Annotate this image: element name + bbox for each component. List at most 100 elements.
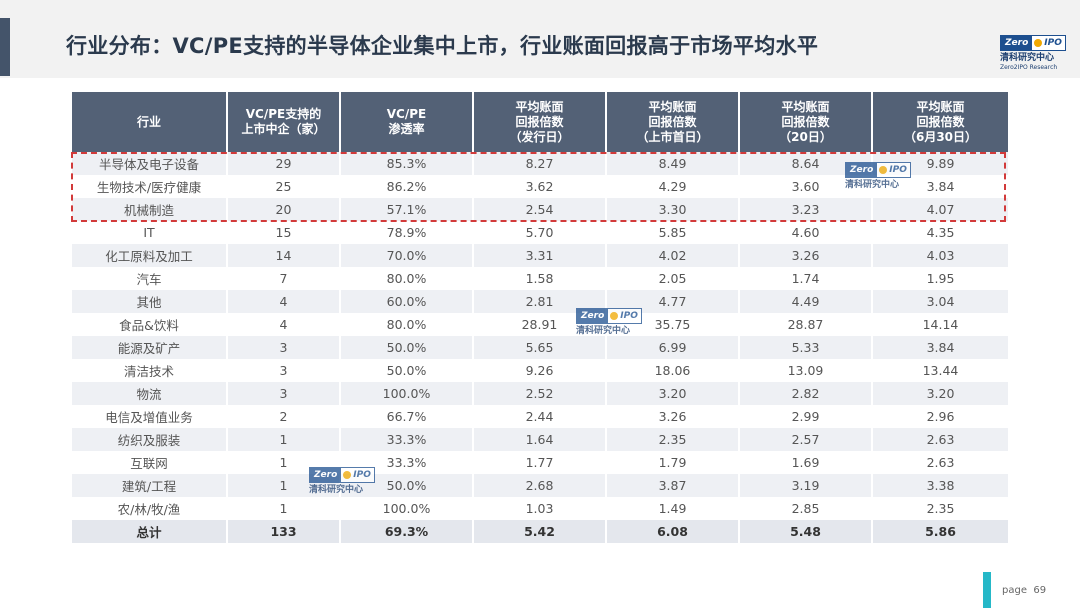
column-header: VC/PE支持的 上市中企（家） bbox=[227, 92, 341, 152]
header-band bbox=[0, 0, 1080, 78]
value-cell: 2.81 bbox=[473, 290, 607, 313]
value-cell: 78.9% bbox=[340, 221, 474, 244]
industry-cell: 建筑/工程 bbox=[72, 474, 228, 497]
page-label: page bbox=[1002, 585, 1027, 596]
table-row: 能源及矿产 3 50.0% 5.65 6.99 5.33 3.84 bbox=[72, 336, 1008, 359]
watermark-name-cn: 清科研究中心 bbox=[309, 485, 364, 495]
table-row: 机械制造 20 57.1% 2.54 3.30 3.23 4.07 bbox=[72, 198, 1008, 221]
value-cell: 4.60 bbox=[739, 221, 873, 244]
value-cell: 14 bbox=[227, 244, 341, 267]
column-header: 平均账面 回报倍数 （20日） bbox=[739, 92, 873, 152]
watermark-badge-left: Zero bbox=[577, 309, 609, 323]
value-cell: 3.84 bbox=[872, 175, 1008, 198]
table-row: 生物技术/医疗健康 25 86.2% 3.62 4.29 3.60 3.84 bbox=[72, 175, 1008, 198]
value-cell: 2.63 bbox=[872, 451, 1008, 474]
industry-cell: 汽车 bbox=[72, 267, 228, 290]
value-cell: 4.02 bbox=[606, 244, 740, 267]
total-row: 总计 133 69.3% 5.42 6.08 5.48 5.86 bbox=[72, 520, 1008, 543]
value-cell: 66.7% bbox=[340, 405, 474, 428]
value-cell: 57.1% bbox=[340, 198, 474, 221]
watermark-dot-icon bbox=[610, 312, 619, 320]
value-cell: 1.95 bbox=[872, 267, 1008, 290]
value-cell: 20 bbox=[227, 198, 341, 221]
value-cell: 3.60 bbox=[739, 175, 873, 198]
value-cell: 4.49 bbox=[739, 290, 873, 313]
value-cell: 60.0% bbox=[340, 290, 474, 313]
value-cell: 50.0% bbox=[340, 336, 474, 359]
value-cell: 3.26 bbox=[606, 405, 740, 428]
value-cell: 1.77 bbox=[473, 451, 607, 474]
value-cell: 50.0% bbox=[340, 359, 474, 382]
industry-cell: 纺织及服装 bbox=[72, 428, 228, 451]
total-value-cell: 5.86 bbox=[872, 520, 1008, 543]
watermark-badge: Zero IPO bbox=[309, 467, 375, 483]
value-cell: 3.20 bbox=[606, 382, 740, 405]
industry-cell: 农/林/牧/渔 bbox=[72, 497, 228, 520]
value-cell: 5.33 bbox=[739, 336, 873, 359]
industry-cell: 能源及矿产 bbox=[72, 336, 228, 359]
value-cell: 2.85 bbox=[739, 497, 873, 520]
logo-badge: Zero IPO bbox=[1000, 35, 1066, 51]
value-cell: 2.54 bbox=[473, 198, 607, 221]
value-cell: 3.87 bbox=[606, 474, 740, 497]
total-label-cell: 总计 bbox=[72, 520, 228, 543]
column-header: VC/PE 渗透率 bbox=[340, 92, 474, 152]
value-cell: 13.09 bbox=[739, 359, 873, 382]
value-cell: 29 bbox=[227, 152, 341, 175]
value-cell: 33.3% bbox=[340, 428, 474, 451]
table-row: 半导体及电子设备 29 85.3% 8.27 8.49 8.64 9.89 bbox=[72, 152, 1008, 175]
watermark-badge-right: IPO bbox=[353, 470, 371, 480]
value-cell: 3.26 bbox=[739, 244, 873, 267]
value-cell: 13.44 bbox=[872, 359, 1008, 382]
value-cell: 9.26 bbox=[473, 359, 607, 382]
value-cell: 86.2% bbox=[340, 175, 474, 198]
value-cell: 4.29 bbox=[606, 175, 740, 198]
zero2ipo-logo: Zero IPO 清科研究中心 Zero2IPO Research bbox=[1000, 30, 1080, 71]
value-cell: 3.23 bbox=[739, 198, 873, 221]
value-cell: 1.79 bbox=[606, 451, 740, 474]
logo-dot-icon bbox=[1034, 39, 1043, 47]
table-row: 纺织及服装 1 33.3% 1.64 2.35 2.57 2.63 bbox=[72, 428, 1008, 451]
value-cell: 2 bbox=[227, 405, 341, 428]
column-header: 平均账面 回报倍数 （上市首日） bbox=[606, 92, 740, 152]
column-header: 平均账面 回报倍数 （发行日） bbox=[473, 92, 607, 152]
table-header-row: 行业 VC/PE支持的 上市中企（家） VC/PE 渗透率 平均账面 回报倍数 （发行日） 平均… bbox=[72, 92, 1008, 152]
industry-cell: 物流 bbox=[72, 382, 228, 405]
value-cell: 3.38 bbox=[872, 474, 1008, 497]
value-cell: 18.06 bbox=[606, 359, 740, 382]
value-cell: 3.20 bbox=[872, 382, 1008, 405]
value-cell: 6.99 bbox=[606, 336, 740, 359]
table-row: 其他 4 60.0% 2.81 4.77 4.49 3.04 bbox=[72, 290, 1008, 313]
value-cell: 2.68 bbox=[473, 474, 607, 497]
value-cell: 2.57 bbox=[739, 428, 873, 451]
watermark-badge-right: IPO bbox=[620, 311, 638, 321]
value-cell: 1.03 bbox=[473, 497, 607, 520]
value-cell: 70.0% bbox=[340, 244, 474, 267]
value-cell: 2.05 bbox=[606, 267, 740, 290]
value-cell: 100.0% bbox=[340, 382, 474, 405]
value-cell: 4 bbox=[227, 313, 341, 336]
watermark-name-cn: 清科研究中心 bbox=[845, 180, 900, 190]
value-cell: 2.82 bbox=[739, 382, 873, 405]
table-row: 物流 3 100.0% 2.52 3.20 2.82 3.20 bbox=[72, 382, 1008, 405]
value-cell: 1.49 bbox=[606, 497, 740, 520]
value-cell: 2.99 bbox=[739, 405, 873, 428]
value-cell: 2.35 bbox=[606, 428, 740, 451]
value-cell: 4.77 bbox=[606, 290, 740, 313]
value-cell: 3 bbox=[227, 382, 341, 405]
value-cell: 5.85 bbox=[606, 221, 740, 244]
value-cell: 4 bbox=[227, 290, 341, 313]
value-cell: 3.19 bbox=[739, 474, 873, 497]
value-cell: 80.0% bbox=[340, 267, 474, 290]
watermark-badge: Zero IPO bbox=[845, 162, 911, 178]
total-value-cell: 5.48 bbox=[739, 520, 873, 543]
watermark-logo-2: Zero IPO 清科研究中心 bbox=[576, 303, 666, 337]
logo-name-cn: 清科研究中心 bbox=[1000, 53, 1055, 63]
watermark-badge-left: Zero bbox=[846, 163, 878, 177]
value-cell: 28.87 bbox=[739, 313, 873, 336]
industry-cell: 化工原料及加工 bbox=[72, 244, 228, 267]
value-cell: 3.84 bbox=[872, 336, 1008, 359]
industry-cell: 食品&饮料 bbox=[72, 313, 228, 336]
column-header: 平均账面 回报倍数 （6月30日） bbox=[872, 92, 1008, 152]
logo-badge-right: IPO bbox=[1044, 38, 1062, 48]
